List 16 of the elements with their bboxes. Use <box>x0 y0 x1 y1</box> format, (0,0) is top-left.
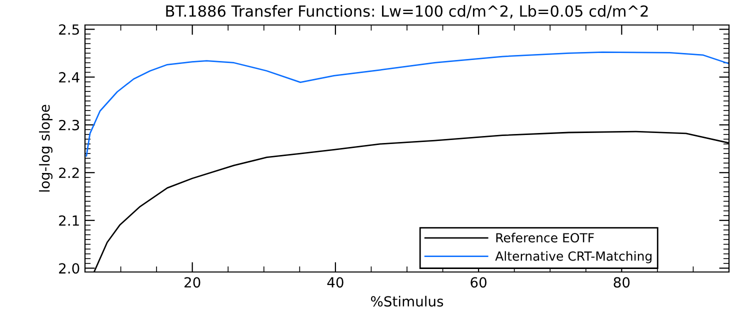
x-tick-label: 80 <box>614 277 630 288</box>
line-series <box>86 52 729 157</box>
y-tick-label: 2.1 <box>59 215 79 226</box>
x-tick-label: 20 <box>184 277 200 288</box>
x-tick-label: 60 <box>470 277 486 288</box>
y-tick-label: 2.4 <box>59 72 80 82</box>
legend-label: Alternative CRT-Matching <box>495 251 652 264</box>
y-tick-label: 2.3 <box>59 120 80 130</box>
x-axis-title: %Stimulus <box>370 296 444 307</box>
y-tick-label: 2.0 <box>59 263 80 274</box>
y-axis-title: log-log slope <box>39 104 52 192</box>
y-tick-label: 2.2 <box>59 168 79 178</box>
legend-label: Reference EOTF <box>496 232 594 242</box>
x-tick-label: 40 <box>327 277 344 288</box>
chart-title: BT.1886 Transfer Functions: Lw=100 cd/m^2, Lb=0.05 cd/m^2 <box>166 5 648 18</box>
y-tick-label: 2.5 <box>59 24 79 35</box>
